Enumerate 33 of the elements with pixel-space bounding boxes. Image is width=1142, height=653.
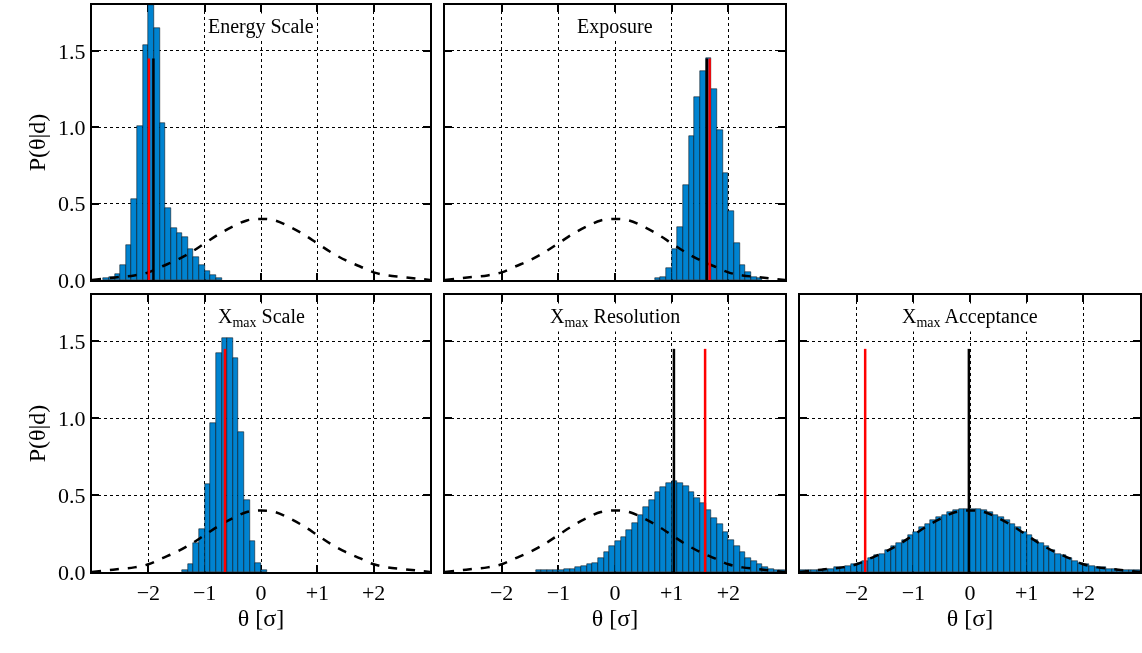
y-tick-label: 1.0 [58,405,86,431]
y-axis-title: P(θ|d) [23,404,50,463]
x-tick-label: +2 [716,580,741,606]
y-tick-label: 0.0 [58,267,86,293]
x-tick-label: +1 [305,580,330,606]
y-tick-label: 1.0 [58,114,86,140]
x-tick-label: −1 [192,580,217,606]
x-axis-title: θ [σ] [591,605,639,632]
x-tick-label: 0 [255,580,267,606]
text: X$_{max}$ Acceptance [902,305,1038,331]
y-tick-label: 0.5 [58,482,86,508]
x-tick-label: −2 [489,580,514,606]
text: X$_{max}$ Scale [218,305,305,331]
text: X$_{max}$ Resolution [550,305,681,331]
x-tick-label: −1 [901,580,926,606]
x-axis-title: θ [σ] [946,605,994,632]
text: Energy Scale [208,15,314,38]
text: Exposure [577,15,653,38]
x-tick-label: +1 [659,580,684,606]
x-tick-label: +1 [1014,580,1039,606]
y-tick-label: 1.5 [58,328,86,354]
x-tick-label: +2 [361,580,386,606]
x-tick-label: 0 [964,580,976,606]
x-tick-label: −2 [844,580,869,606]
x-axis-title: θ [σ] [237,605,285,632]
y-tick-label: 1.5 [58,38,86,64]
x-tick-label: −2 [136,580,161,606]
y-axis-title: P(θ|d) [23,113,50,172]
x-tick-label: −1 [546,580,571,606]
y-tick-label: 0.5 [58,191,86,217]
y-tick-label: 0.0 [58,559,86,585]
x-tick-label: +2 [1071,580,1096,606]
x-tick-label: 0 [609,580,621,606]
